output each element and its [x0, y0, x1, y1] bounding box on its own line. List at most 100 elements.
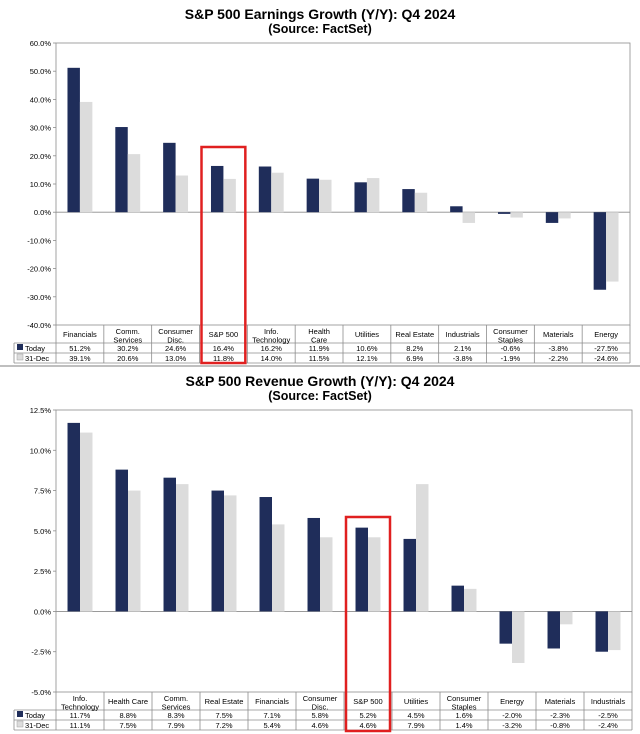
bar-today — [306, 178, 320, 213]
y-tick-label: -20.0% — [27, 265, 51, 274]
legend-label: 31-Dec — [25, 721, 49, 730]
y-tick-label: -30.0% — [27, 293, 51, 302]
table-value: 16.2% — [261, 344, 283, 353]
category-label: Materials — [543, 330, 574, 339]
table-value: 4.6% — [359, 721, 376, 730]
category-label: Industrials — [445, 330, 479, 339]
revenue-growth-chart: 12.5% 10.0% 7.5% 5.0% 2.5% 0.0% -2.5% -5.0% Info… — [13, 406, 633, 733]
bar-today — [163, 142, 176, 213]
bar-31-dec — [510, 212, 523, 218]
table-value: 2.1% — [454, 344, 471, 353]
category-label: Financials — [63, 330, 97, 339]
category-label: Comm. Services — [113, 327, 142, 345]
table-value: 24.6% — [165, 344, 187, 353]
y-tick-label: 30.0% — [30, 124, 52, 133]
table-value: 7.2% — [215, 721, 232, 730]
bar-today — [497, 212, 511, 214]
bar-31-dec — [80, 432, 93, 612]
bar-today — [115, 127, 128, 213]
bar-31-dec — [558, 212, 571, 219]
table-value: 7.5% — [215, 711, 232, 720]
category-label: S&P 500 — [353, 697, 382, 706]
y-tick-label: 2.5% — [34, 567, 51, 576]
y-tick-label: 0.0% — [34, 607, 51, 616]
category-label: Energy — [594, 330, 618, 339]
table-value: -0.6% — [501, 344, 521, 353]
table-value: 8.8% — [119, 711, 136, 720]
category-label: Utilities — [404, 697, 428, 706]
category-label: Industrials — [591, 697, 625, 706]
bar-31-dec — [368, 537, 381, 612]
category-label: Health Care — [308, 327, 330, 345]
bar-today — [403, 538, 416, 612]
table-value: 8.3% — [167, 711, 184, 720]
table-value: -2.3% — [550, 711, 570, 720]
table-value: 39.1% — [69, 354, 91, 363]
y-tick-label: 20.0% — [30, 152, 52, 161]
category-label: Energy — [500, 697, 524, 706]
table-value: 8.2% — [406, 344, 423, 353]
bar-today — [451, 585, 464, 612]
bar-31-dec — [319, 179, 332, 213]
bar-31-dec — [416, 484, 429, 612]
bar-31-dec — [128, 490, 141, 612]
table-value: 5.4% — [263, 721, 280, 730]
legend-key-today — [17, 711, 23, 717]
bar-today — [450, 206, 463, 213]
bar-31-dec — [414, 192, 428, 213]
table-value: 7.9% — [167, 721, 184, 730]
table-value: 4.6% — [311, 721, 328, 730]
bar-today — [258, 166, 272, 213]
table-value: -2.2% — [548, 354, 568, 363]
bar-31-dec — [606, 212, 619, 282]
bar-31-dec — [79, 101, 93, 213]
bar-today — [67, 67, 80, 213]
table-value: 30.2% — [117, 344, 139, 353]
bar-31-dec — [223, 178, 236, 213]
table-value: 5.8% — [311, 711, 328, 720]
y-tick-label: -40.0% — [27, 321, 51, 330]
legend-key-today — [17, 344, 23, 350]
bar-31-dec — [271, 172, 284, 213]
legend-label: Today — [25, 711, 45, 720]
bar-31-dec — [272, 524, 285, 612]
table-value: 14.0% — [261, 354, 283, 363]
bar-today — [259, 497, 272, 612]
bar-today — [499, 611, 512, 644]
table-value: 1.6% — [455, 711, 472, 720]
bar-today — [67, 422, 80, 612]
table-value: 7.9% — [407, 721, 424, 730]
bar-31-dec — [608, 611, 621, 651]
bar-31-dec — [366, 178, 380, 213]
table-value: -2.0% — [502, 711, 522, 720]
y-tick-label: 7.5% — [34, 487, 51, 496]
legend-label: 31-Dec — [25, 354, 49, 363]
chart-subtitle: (Source: FactSet) — [268, 22, 372, 36]
table-value: 11.9% — [309, 344, 330, 353]
table-value: -3.8% — [453, 354, 473, 363]
table-value: -1.9% — [501, 354, 521, 363]
legend-key-31-dec — [16, 720, 24, 728]
table-value: -0.8% — [550, 721, 570, 730]
table-value: -3.8% — [548, 344, 568, 353]
category-label: Consumer Staples — [447, 694, 482, 712]
table-value: 11.1% — [70, 721, 91, 730]
table-value: 11.7% — [70, 711, 91, 720]
bar-today — [354, 182, 367, 213]
chart-subtitle: (Source: FactSet) — [268, 389, 372, 403]
bar-31-dec — [560, 611, 573, 625]
table-value: 20.6% — [117, 354, 139, 363]
category-label: S&P 500 — [209, 330, 238, 339]
y-tick-label: 40.0% — [30, 95, 52, 104]
table-value: 11.8% — [213, 354, 234, 363]
plot-area-frame — [55, 409, 633, 693]
table-value: -2.5% — [598, 711, 618, 720]
table-value: 6.9% — [406, 354, 423, 363]
table-value: 12.1% — [356, 354, 378, 363]
y-tick-label: 5.0% — [34, 527, 51, 536]
bar-31-dec — [464, 588, 477, 612]
bar-31-dec — [512, 611, 525, 663]
table-value: 51.2% — [69, 344, 91, 353]
panel-divider — [0, 365, 640, 368]
bar-today — [115, 469, 128, 612]
